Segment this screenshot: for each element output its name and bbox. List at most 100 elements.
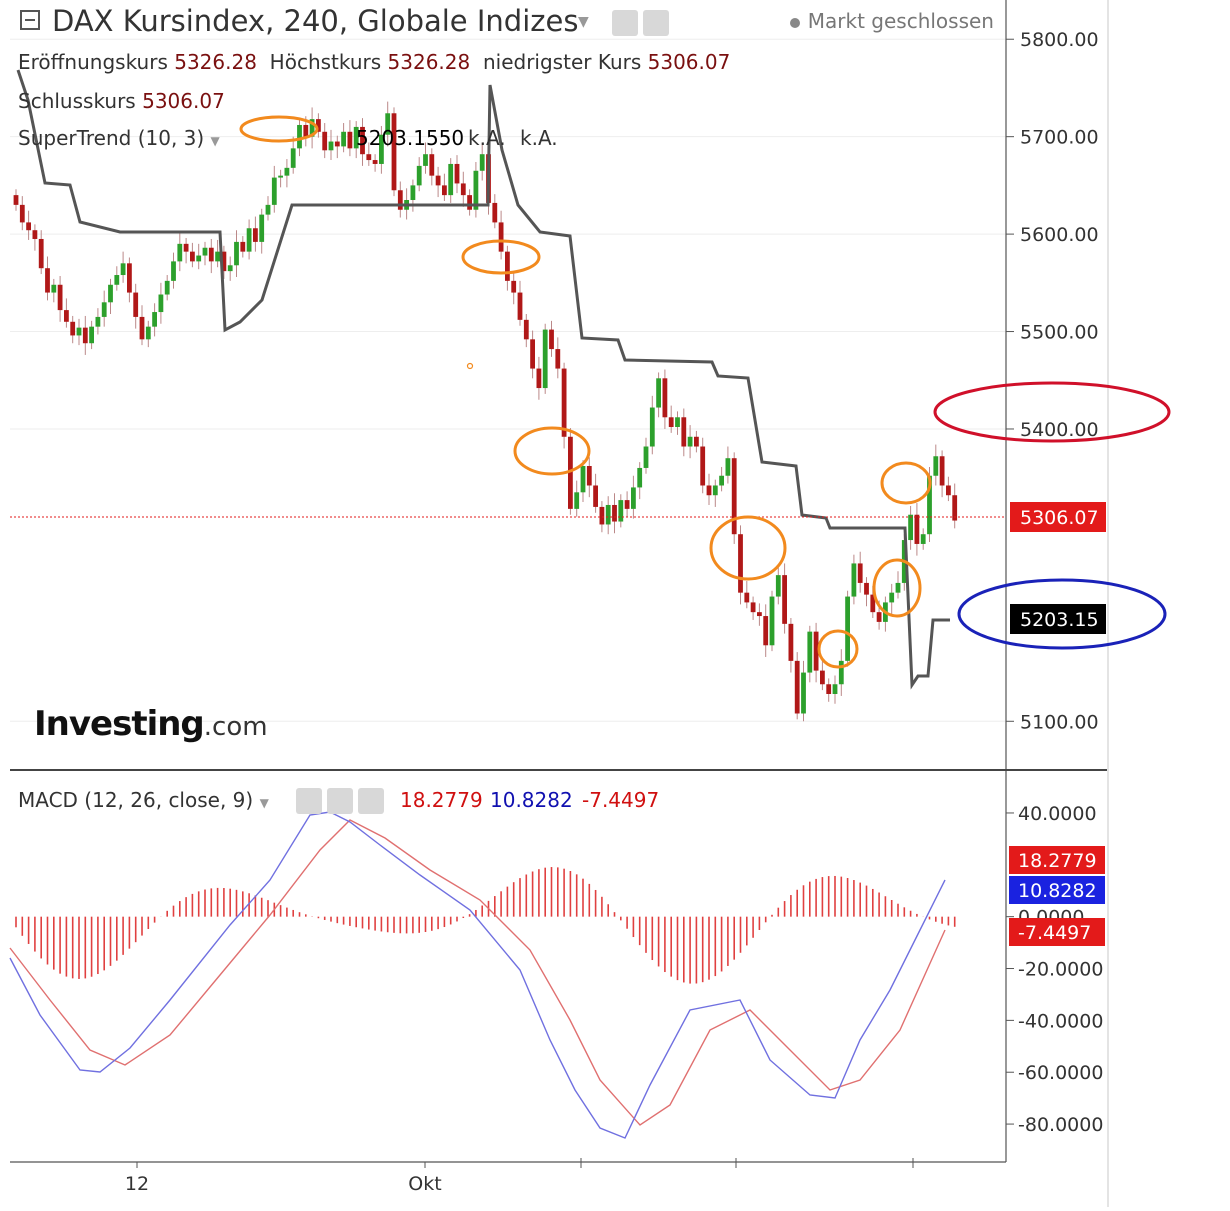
candle-body [857, 563, 863, 583]
candle-body [668, 417, 674, 428]
candle-body [895, 582, 901, 593]
candle-body [253, 228, 258, 242]
candle-body [662, 378, 668, 418]
candle-body [215, 251, 220, 262]
macd-value-1: 18.2779 [400, 788, 483, 812]
macd-tick-label: -80.0000 [1018, 1114, 1103, 1136]
visibility-icon[interactable] [612, 10, 638, 36]
candle-body [133, 292, 139, 317]
candle-body [624, 500, 630, 509]
supertrend-na-2: k.A. [520, 126, 558, 150]
candle-body [435, 175, 441, 186]
candle-body [397, 190, 403, 210]
candle-body [202, 247, 208, 256]
candle-body [265, 204, 271, 215]
candle-body [511, 280, 517, 293]
status-dot-icon [789, 17, 800, 28]
macd-tag-bg [1009, 876, 1105, 904]
annotation-ellipse-orange [709, 515, 787, 581]
macd-settings-icon[interactable] [327, 788, 353, 814]
candle-body [32, 230, 38, 239]
candle-body [517, 292, 523, 320]
candle-body [580, 466, 586, 493]
candle-body [460, 183, 466, 196]
ohlc-line: Eröffnungskurs 5326.28 Höchstkurs 5326.2… [18, 50, 730, 74]
candle-body [952, 495, 958, 521]
candle-body [731, 458, 737, 535]
candle-body [851, 563, 857, 597]
candle-body [347, 131, 353, 149]
close-line: Schlusskurs 5306.07 [18, 89, 225, 113]
macd-label: MACD (12, 26, close, 9) [18, 788, 254, 812]
candle-body [605, 504, 611, 525]
candle-body [271, 177, 277, 205]
candle-body [473, 170, 479, 210]
annotation-ellipse-orange [513, 426, 591, 476]
macd-dropdown-icon[interactable]: ▼ [259, 796, 269, 810]
candle-body [738, 534, 743, 593]
candle-body [240, 241, 246, 252]
candle-body [675, 417, 680, 428]
candle-body [656, 378, 661, 408]
price-tick-label: 5100.00 [1020, 711, 1099, 733]
candle-body [177, 243, 183, 262]
candle-body [687, 436, 693, 447]
annotation-ellipse-orange [239, 115, 319, 143]
candle-body [366, 154, 372, 161]
macd-tag-bg [1009, 846, 1105, 874]
price-tick-label: 5500.00 [1020, 322, 1099, 344]
candle-body [145, 326, 151, 340]
candle-body [725, 458, 731, 476]
candle-body [26, 222, 31, 231]
candle-body [681, 417, 687, 447]
candle-body [769, 596, 775, 646]
settings-gear-icon[interactable] [643, 10, 669, 36]
candle-body [801, 672, 806, 714]
candle-body [763, 616, 769, 646]
candle-body [523, 319, 529, 340]
candle-body [13, 195, 19, 205]
candle-body [360, 126, 365, 155]
price-tick-label: 5600.00 [1020, 224, 1099, 246]
candle-body [120, 263, 126, 276]
collapse-icon[interactable] [20, 10, 40, 30]
candle-body [70, 321, 76, 336]
title-dropdown-icon[interactable]: ▼ [578, 14, 589, 30]
candle-body [454, 163, 460, 184]
macd-value-3: -7.4497 [582, 788, 660, 812]
annotation-ellipse-blue [957, 578, 1167, 650]
candle-body [45, 268, 50, 293]
macd-visibility-icon[interactable] [296, 788, 322, 814]
candle-body [700, 446, 706, 486]
candle-body [353, 126, 359, 149]
candle-body [372, 160, 378, 164]
candle-body [423, 154, 428, 166]
macd-close-icon[interactable] [358, 788, 384, 814]
candle-body [429, 154, 435, 176]
candle-body [694, 436, 699, 447]
supertrend-na-1: k.A. [468, 126, 506, 150]
candle-body [631, 487, 636, 509]
supertrend-dropdown-icon[interactable]: ▼ [210, 134, 220, 148]
price-tag-label: 5306.07 [1020, 507, 1099, 529]
candle-body [95, 316, 101, 327]
time-tick-label: Okt [408, 1173, 441, 1195]
candle-body [820, 670, 825, 685]
candle-body [826, 684, 832, 694]
macd-line: MACD (12, 26, close, 9) ▼ [18, 788, 269, 812]
candle-body [744, 592, 750, 603]
high-value: 5326.28 [387, 50, 471, 74]
annotation-ellipse-red [933, 381, 1171, 443]
candle-body [542, 329, 548, 389]
candle-body [939, 456, 945, 486]
candle-body [341, 131, 346, 147]
candle-body [599, 506, 605, 525]
logo-suffix: .com [203, 712, 268, 742]
candle-body [19, 204, 25, 223]
candle-body [171, 261, 176, 281]
candle-body [190, 251, 195, 262]
low-label: niedrigster Kurs [482, 50, 642, 74]
candle-body [278, 175, 283, 178]
candle-body [152, 312, 157, 327]
